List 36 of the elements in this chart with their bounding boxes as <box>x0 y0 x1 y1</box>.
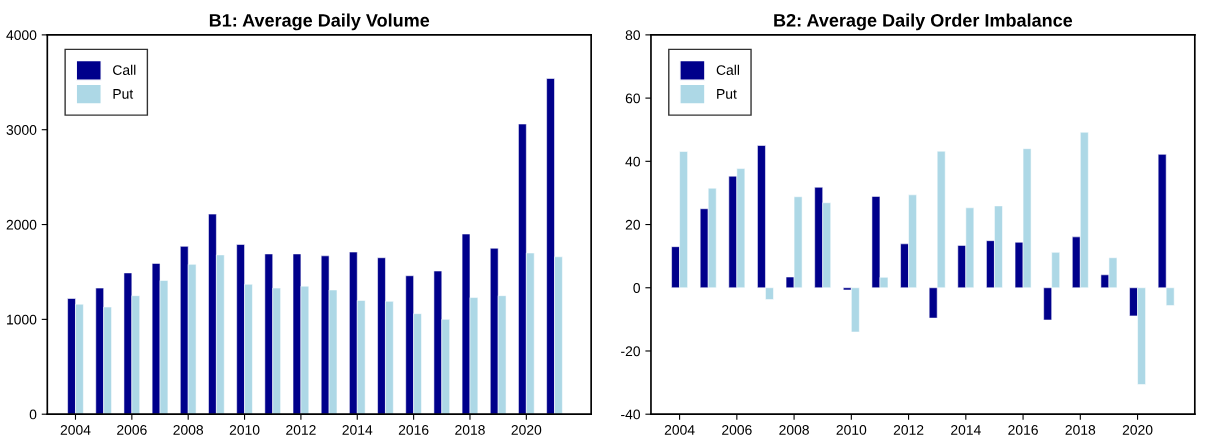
y-tick-label: 60 <box>625 93 641 104</box>
x-tick-label: 2020 <box>511 424 542 435</box>
y-tick-label: 0 <box>633 283 641 293</box>
x-tick-label: 2018 <box>1065 424 1096 435</box>
chart-title: B2: Average Daily Order Imbalance <box>774 13 1073 31</box>
x-tick-label: 2014 <box>342 424 373 435</box>
y-tick-label: 4000 <box>6 30 37 41</box>
y-tick-label: -20 <box>621 346 641 357</box>
legend-label: Put <box>717 89 737 99</box>
y-tick-label: 80 <box>625 30 641 41</box>
x-tick-label: 2010 <box>836 424 867 435</box>
y-tick-label: 0 <box>29 409 37 420</box>
x-tick-label: 2006 <box>117 424 147 435</box>
x-tick-label: 2016 <box>1008 424 1038 435</box>
x-tick-label: 2008 <box>173 424 204 435</box>
legend-label: Call <box>716 64 740 75</box>
x-tick-label: 2004 <box>664 424 695 435</box>
y-tick-label: 2000 <box>6 219 37 230</box>
x-tick-label: 2012 <box>893 424 924 435</box>
y-tick-label: -40 <box>621 409 641 420</box>
x-tick-label: 2012 <box>286 424 316 435</box>
x-tick-label: 2016 <box>398 424 429 435</box>
x-tick-label: 2018 <box>455 424 485 435</box>
x-tick-label: 2004 <box>60 424 91 435</box>
x-tick-label: 2020 <box>1122 424 1153 435</box>
legend-label: Call <box>113 64 136 75</box>
legend-label: Put <box>113 89 134 99</box>
y-tick-label: 20 <box>625 219 641 230</box>
x-tick-label: 2010 <box>229 424 260 435</box>
chart-title: B1: Average Daily Volume <box>209 13 430 31</box>
x-tick-label: 2008 <box>779 424 809 435</box>
y-tick-label: 3000 <box>6 125 37 135</box>
x-tick-label: 2014 <box>951 424 981 435</box>
y-tick-label: 40 <box>625 156 641 167</box>
y-tick-label: 1000 <box>7 314 37 325</box>
x-tick-label: 2006 <box>722 424 752 435</box>
